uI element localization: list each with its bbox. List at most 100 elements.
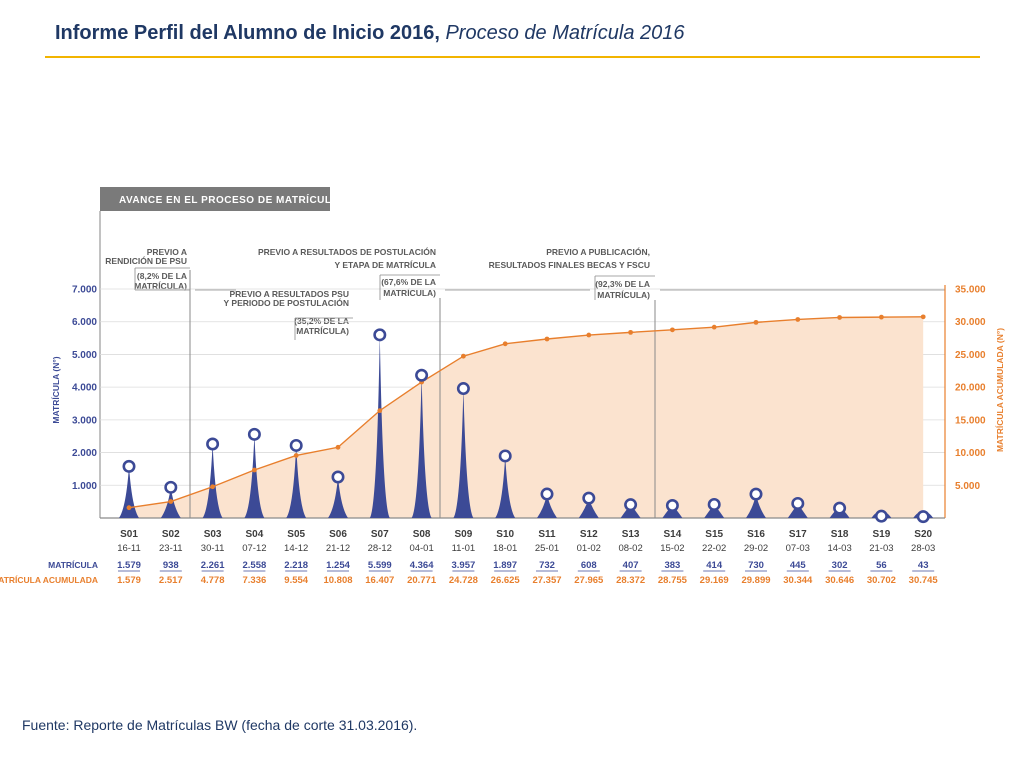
cumulative-point-S01 (126, 505, 132, 511)
y-axis-left-label: MATRÍCULA (N°) (51, 356, 61, 423)
cumulative-point-S06 (335, 444, 341, 450)
bar-S05 (286, 445, 307, 518)
data-label-acumulada: 16.407 (365, 575, 394, 586)
bar-marker-S13 (624, 498, 638, 512)
bar-S11 (537, 494, 557, 518)
bar-marker-S10 (498, 449, 512, 463)
x-tick-date: 08-02 (618, 543, 642, 554)
bar-marker-S01 (122, 459, 136, 473)
y-tick-right: 25.000 (955, 350, 986, 361)
cumulative-point-S02 (168, 499, 174, 504)
data-label-matricula: 56 (876, 560, 887, 571)
bar-S13 (620, 504, 641, 518)
data-label-matricula: 4.364 (410, 560, 434, 571)
data-label-matricula: 5.599 (368, 560, 392, 571)
data-label-acumulada: 24.728 (449, 575, 478, 586)
annotation-prepostulacion-pct1: (67,6% DE LA (381, 277, 436, 287)
x-tick-date: 21-03 (869, 543, 893, 554)
x-tick-date: 04-01 (409, 543, 433, 554)
x-tick-week: S06 (329, 529, 347, 540)
cumulative-point-S15 (711, 324, 717, 330)
data-label-matricula: 383 (664, 560, 680, 571)
data-label-matricula: 2.218 (284, 560, 308, 571)
x-tick-week: S15 (705, 529, 723, 540)
bar-marker-S05 (289, 438, 303, 452)
x-tick-week: S02 (162, 529, 180, 540)
annotation-preresultados-line1: PREVIO A RESULTADOS PSU (230, 289, 350, 299)
x-tick-date: 01-02 (577, 543, 601, 554)
annotation-prepublicacion-line1: PREVIO A PUBLICACIÓN, (546, 246, 650, 257)
x-tick-date: 23-11 (159, 543, 183, 554)
row-label-matricula: MATRÍCULA (48, 560, 98, 570)
x-tick-date: 28-03 (911, 543, 935, 554)
data-label-matricula: 414 (706, 560, 723, 571)
data-label-acumulada: 30.344 (783, 575, 813, 586)
data-label-matricula: 608 (581, 560, 597, 571)
data-label-acumulada: 29.899 (741, 575, 770, 586)
annotation-prepostulacion-line1: PREVIO A RESULTADOS DE POSTULACIÓN (258, 246, 436, 257)
data-label-matricula: 43 (918, 560, 929, 571)
bar-S08 (411, 375, 432, 518)
bar-marker-S07 (373, 328, 387, 342)
annotation-preresultados-pct2: MATRÍCULA) (296, 326, 349, 336)
x-tick-week: S12 (580, 529, 598, 540)
x-tick-week: S11 (538, 529, 556, 540)
bar-S10 (495, 455, 516, 518)
data-label-acumulada: 1.579 (117, 575, 141, 586)
cumulative-point-S16 (753, 319, 759, 325)
y-tick-right: 15.000 (955, 415, 986, 426)
data-label-matricula: 2.558 (243, 560, 267, 571)
bar-marker-S19 (874, 509, 888, 523)
cumulative-area (129, 316, 924, 518)
bar-S16 (746, 494, 766, 518)
cumulative-line (128, 316, 924, 509)
y-tick-left: 6.000 (72, 317, 97, 328)
cumulative-point-S07 (377, 408, 383, 414)
bar-marker-S11 (540, 487, 554, 501)
data-label-acumulada: 20.771 (407, 575, 437, 586)
x-tick-week: S13 (622, 529, 640, 540)
x-tick-week: S20 (914, 529, 932, 540)
data-label-matricula: 2.261 (201, 560, 225, 571)
data-label-acumulada: 26.625 (491, 575, 521, 586)
data-label-acumulada: 10.808 (323, 575, 352, 586)
x-tick-date: 16-11 (117, 543, 141, 554)
cumulative-point-S17 (795, 317, 801, 322)
annotation-prepublicacion-pct2: MATRÍCULA) (597, 290, 650, 300)
y-tick-right: 5.000 (955, 481, 980, 492)
bar-marker-S12 (582, 491, 596, 505)
x-tick-date: 29-02 (744, 543, 768, 554)
y-tick-left: 7.000 (72, 285, 97, 296)
x-tick-week: S18 (831, 529, 849, 540)
bar-S03 (202, 444, 223, 518)
bar-S09 (453, 388, 474, 518)
x-tick-week: S05 (287, 529, 305, 540)
bar-S15 (704, 504, 725, 518)
cumulative-point-S19 (879, 314, 884, 320)
bar-marker-S14 (665, 498, 679, 512)
y-tick-left: 3.000 (72, 415, 97, 426)
cumulative-point-S12 (586, 332, 592, 338)
data-label-matricula: 938 (163, 560, 179, 571)
cumulative-point-S14 (670, 327, 675, 333)
cumulative-point-S03 (210, 484, 216, 490)
x-tick-week: S17 (789, 529, 807, 540)
y-tick-right: 20.000 (955, 383, 986, 394)
bar-S04 (244, 434, 265, 518)
data-label-acumulada: 30.702 (867, 575, 896, 586)
annotation-preresultados-pct1: (35,2% DE LA (294, 316, 349, 326)
x-tick-date: 11-01 (452, 543, 476, 554)
data-label-acumulada: 28.755 (658, 575, 688, 586)
x-tick-date: 21-12 (326, 543, 350, 554)
data-label-acumulada: 28.372 (616, 575, 645, 586)
annotation-prepublicacion-line2: RESULTADOS FINALES BECAS Y FSCU (489, 260, 650, 270)
bar-S12 (578, 498, 599, 518)
data-label-matricula: 1.254 (326, 560, 350, 571)
annotation-preresultados: PREVIO A RESULTADOS PSU Y PERIODO DE POS… (224, 289, 350, 336)
cumulative-point-S05 (293, 453, 299, 458)
annotation-prepublicacion-pct1: (92,3% DE LA (595, 279, 650, 289)
x-tick-week: S16 (747, 529, 765, 540)
cumulative-point-S11 (544, 336, 550, 342)
title-sub: Proceso de Matrícula 2016 (445, 22, 685, 44)
